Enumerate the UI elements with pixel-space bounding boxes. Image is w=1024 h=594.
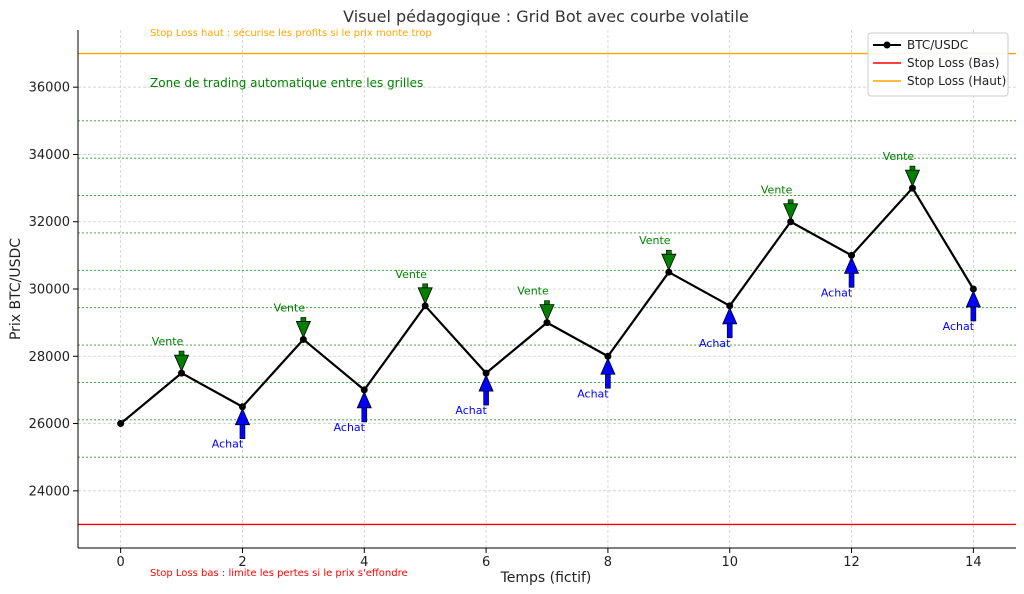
price-point	[908, 184, 916, 192]
sell-label: Vente	[761, 184, 793, 197]
sell-arrow-stem	[178, 350, 185, 356]
price-point	[787, 218, 795, 226]
buy-arrow	[600, 357, 616, 375]
legend-label-stop-low: Stop Loss (Bas)	[907, 56, 999, 70]
buy-arrow-stem	[726, 323, 733, 339]
y-tick-label: 34000	[29, 148, 70, 163]
axes: 0 2 4 6 8 10 12 14 24000 26000 28000 30000 32000 3400…	[29, 30, 1016, 570]
sell-arrow	[904, 169, 921, 188]
price-point	[238, 403, 246, 411]
legend-label-price: BTC/USDC	[907, 38, 968, 52]
buy-arrow-stem	[239, 424, 246, 440]
buy-label: Achat	[699, 337, 731, 350]
buy-label: Achat	[577, 387, 609, 400]
chart-title: Visuel pédagogique : Grid Bot avec courb…	[343, 7, 749, 26]
buy-arrow-stem	[848, 273, 855, 288]
grid-levels	[78, 120, 1016, 458]
sell-arrow-stem	[909, 165, 916, 171]
gridlines	[78, 30, 1016, 548]
sell-arrow-stem	[300, 317, 307, 322]
stop-high-annotation: Stop Loss haut : sécurise les profits si…	[150, 27, 432, 39]
buy-arrow-stem	[361, 407, 368, 423]
sell-arrow-stem	[666, 249, 672, 255]
sell-arrow	[295, 321, 311, 339]
y-tick-label: 24000	[29, 484, 70, 499]
sell-label: Vente	[883, 150, 915, 163]
price-point	[726, 302, 734, 310]
x-tick-label: 2	[238, 555, 246, 570]
buy-label: Achat	[455, 404, 487, 417]
buy-arrow-stem	[483, 390, 489, 406]
buy-label: Achat	[821, 286, 853, 299]
legend: BTC/USDC Stop Loss (Bas) Stop Loss (Haut…	[867, 32, 1009, 97]
price-point	[543, 319, 551, 327]
price-point	[421, 302, 429, 310]
price-point	[299, 335, 307, 343]
stop-low-annotation: Stop Loss bas : limite les pertes si le …	[150, 568, 408, 579]
sell-arrow	[417, 287, 433, 305]
price-point	[360, 386, 368, 394]
buy-arrow	[478, 374, 494, 392]
buy-label: Achat	[334, 421, 366, 434]
y-tick-label: 30000	[29, 283, 70, 298]
legend-box	[867, 32, 1009, 97]
price-point	[604, 352, 612, 360]
price-point	[178, 369, 186, 377]
sell-arrow	[173, 354, 190, 373]
sell-arrow	[783, 203, 799, 221]
price-point	[665, 268, 673, 276]
stop-loss-lines	[78, 52, 1016, 526]
zone-annotation: Zone de trading automatique entre les gr…	[150, 76, 423, 90]
buy-label: Achat	[943, 320, 975, 333]
y-tick-label: 26000	[29, 417, 70, 432]
buy-arrow	[356, 390, 372, 409]
x-tick-label: 12	[843, 555, 860, 570]
x-tick-label: 14	[965, 555, 982, 570]
y-tick-label: 32000	[29, 215, 70, 230]
sell-label: Vente	[274, 301, 306, 314]
sell-label: Vente	[395, 268, 427, 281]
price-point	[117, 420, 125, 428]
legend-label-stop-high: Stop Loss (Haut)	[907, 74, 1006, 88]
sell-arrow-stem	[422, 283, 428, 289]
y-axis-title: Prix BTC/USDC	[8, 238, 24, 340]
legend-marker-price	[883, 41, 891, 49]
x-tick-label: 10	[721, 555, 738, 570]
price-series	[117, 184, 977, 428]
sell-label: Vente	[152, 335, 184, 348]
sell-arrow-stem	[544, 300, 550, 305]
y-tick-label: 36000	[29, 81, 70, 96]
sell-arrow-stem	[787, 199, 794, 205]
buy-label: Achat	[212, 438, 244, 451]
buy-arrow	[843, 256, 860, 274]
buy-arrow	[234, 407, 251, 426]
x-axis-title: Temps (fictif)	[500, 570, 592, 586]
buy-arrow-stem	[605, 373, 611, 389]
buy-arrow	[965, 290, 981, 308]
y-tick-label: 28000	[29, 350, 70, 365]
buy-arrow	[722, 306, 738, 325]
x-tick-label: 8	[604, 555, 612, 570]
price-point	[969, 285, 977, 293]
price-point	[848, 251, 856, 259]
sell-arrow	[539, 304, 555, 322]
price-point	[482, 369, 490, 377]
x-tick-label: 4	[360, 555, 368, 570]
x-tick-label: 0	[116, 555, 124, 570]
x-tick-label: 6	[482, 555, 490, 570]
sell-label: Vente	[639, 234, 671, 247]
sell-arrow	[661, 253, 677, 272]
sell-label: Vente	[517, 285, 549, 298]
buy-arrow-stem	[970, 306, 977, 322]
signals: Vente Vente Vente Vente Vente Vente Vente Achat…	[152, 150, 981, 451]
